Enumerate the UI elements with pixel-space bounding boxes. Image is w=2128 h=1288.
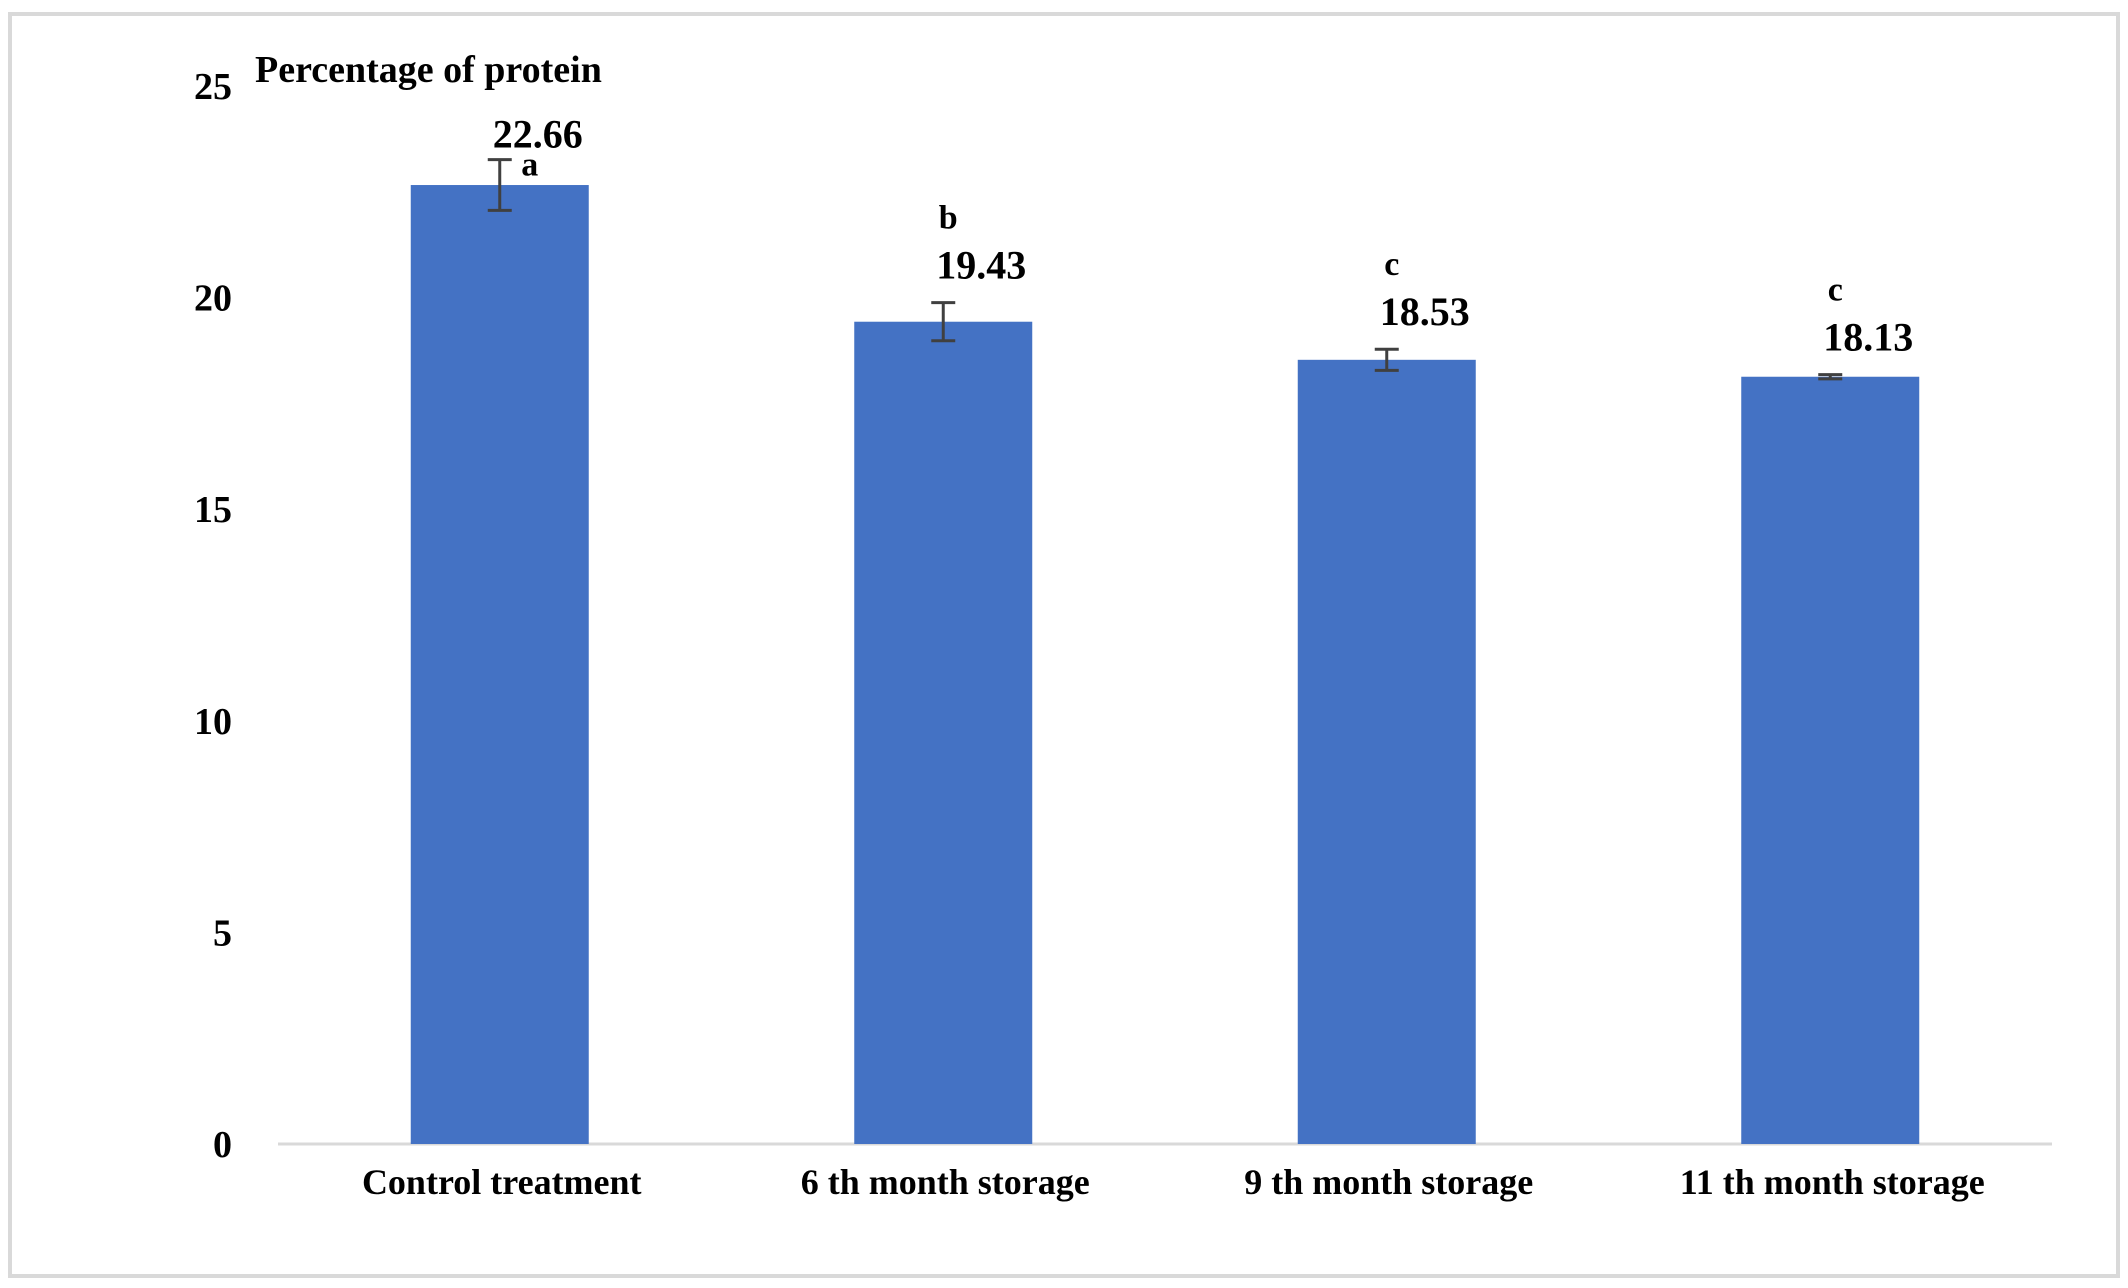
data-label: 18.53 — [1380, 289, 1470, 334]
x-tick-label: 6 th month storage — [801, 1162, 1090, 1202]
bar — [1297, 359, 1476, 1144]
x-tick-label: Control treatment — [362, 1162, 642, 1202]
y-tick-label: 10 — [194, 701, 232, 743]
bar — [854, 321, 1033, 1144]
y-tick-label: 5 — [213, 912, 232, 954]
y-tick-label: 25 — [194, 66, 232, 108]
y-axis-ticks: 0 5 10 15 20 25 — [194, 66, 232, 1166]
x-axis-labels: Control treatment 6 th month storage 9 th … — [362, 1162, 1985, 1202]
y-tick-label: 0 — [213, 1124, 232, 1166]
data-label: 19.43 — [936, 243, 1026, 288]
significance-letter: b — [939, 200, 958, 237]
chart-title: Percentage of protein — [255, 49, 602, 91]
x-tick-label: 9 th month storage — [1244, 1162, 1533, 1202]
data-label: 18.13 — [1823, 315, 1913, 360]
y-tick-label: 15 — [194, 489, 232, 531]
x-tick-label: 11 th month storage — [1680, 1162, 1985, 1202]
data-label: 22.66 — [493, 112, 583, 157]
significance-letter: c — [1384, 246, 1399, 283]
significance-letter: a — [521, 147, 538, 184]
y-tick-label: 20 — [194, 278, 232, 320]
bar — [410, 185, 589, 1144]
bar — [1741, 376, 1920, 1144]
significance-letter: c — [1828, 272, 1843, 309]
bars-group: 22.66a 19.43 b 18.53 c 18.13 c — [410, 112, 1920, 1144]
